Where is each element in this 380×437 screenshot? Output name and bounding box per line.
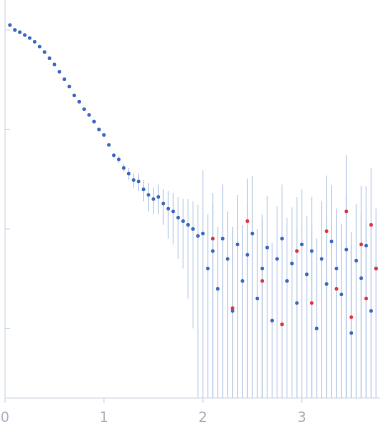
data-point (42, 50, 47, 54)
data-point (314, 326, 319, 331)
data-point (339, 292, 344, 297)
data-point (260, 266, 265, 271)
data-point (196, 234, 200, 238)
data-point (72, 93, 77, 98)
x-tick-label: 0 (1, 410, 10, 426)
data-point (295, 249, 299, 253)
data-point (141, 187, 146, 192)
data-point (344, 247, 349, 252)
data-point (329, 239, 334, 244)
data-point (260, 279, 265, 283)
data-point (151, 197, 156, 201)
data-point (82, 107, 86, 111)
data-point (290, 261, 294, 266)
data-point (102, 133, 106, 137)
x-tick-label: 2 (198, 410, 207, 426)
data-point (334, 287, 339, 291)
data-point (230, 309, 235, 313)
data-point (206, 266, 210, 271)
data-point (285, 279, 289, 283)
data-point (255, 296, 260, 301)
data-point (245, 252, 250, 257)
data-point (176, 215, 180, 220)
data-point (295, 301, 299, 305)
data-point (230, 306, 235, 310)
data-point (116, 157, 121, 162)
data-point (146, 193, 151, 197)
data-point (136, 179, 141, 184)
data-point (77, 99, 82, 104)
data-point (359, 242, 364, 247)
data-point (300, 242, 304, 247)
data-point (344, 209, 349, 214)
data-point (270, 318, 274, 323)
data-point (334, 266, 339, 271)
data-point (92, 119, 96, 124)
data-point (57, 69, 62, 74)
data-point (364, 243, 368, 248)
data-point (13, 28, 17, 32)
data-point (37, 44, 42, 49)
data-point (191, 227, 195, 231)
data-point (245, 219, 250, 223)
data-point (275, 257, 279, 261)
data-point (201, 231, 205, 236)
data-point (324, 229, 329, 233)
data-point (240, 279, 245, 283)
data-point (215, 287, 220, 291)
data-point (324, 282, 329, 286)
data-point (22, 33, 27, 37)
data-point (359, 276, 364, 280)
data-point (364, 296, 368, 301)
data-point (349, 315, 354, 319)
data-point (181, 219, 185, 223)
data-point (265, 245, 270, 250)
data-point (18, 30, 22, 34)
data-point (369, 223, 373, 227)
data-point (220, 236, 225, 241)
data-point (97, 127, 101, 132)
data-point (309, 249, 314, 253)
data-point (107, 143, 111, 147)
data-point (121, 166, 126, 170)
data-point (171, 209, 176, 214)
data-point (309, 301, 314, 305)
x-tick-label: 3 (297, 410, 306, 426)
data-point (186, 223, 190, 227)
data-point (67, 84, 72, 89)
data-point (250, 231, 255, 236)
data-point (47, 56, 52, 61)
data-point (280, 322, 284, 327)
data-point (87, 113, 91, 117)
data-point (166, 206, 171, 211)
data-point (112, 153, 116, 158)
data-point (349, 331, 354, 335)
data-point (156, 195, 161, 199)
data-point (8, 23, 12, 27)
data-point (369, 309, 373, 313)
data-point (304, 272, 309, 277)
data-point (32, 40, 37, 44)
data-point (161, 201, 166, 206)
data-point (354, 258, 359, 263)
data-point (27, 36, 32, 40)
data-point (225, 257, 230, 261)
data-point (280, 236, 284, 241)
data-point (210, 236, 215, 241)
data-point (374, 266, 378, 271)
x-tick-label: 1 (99, 410, 108, 426)
data-point (126, 171, 131, 176)
data-point (131, 178, 136, 182)
data-point (210, 249, 215, 253)
data-point (235, 242, 240, 247)
data-point (62, 77, 67, 81)
data-point (52, 62, 57, 67)
data-point (319, 257, 324, 261)
